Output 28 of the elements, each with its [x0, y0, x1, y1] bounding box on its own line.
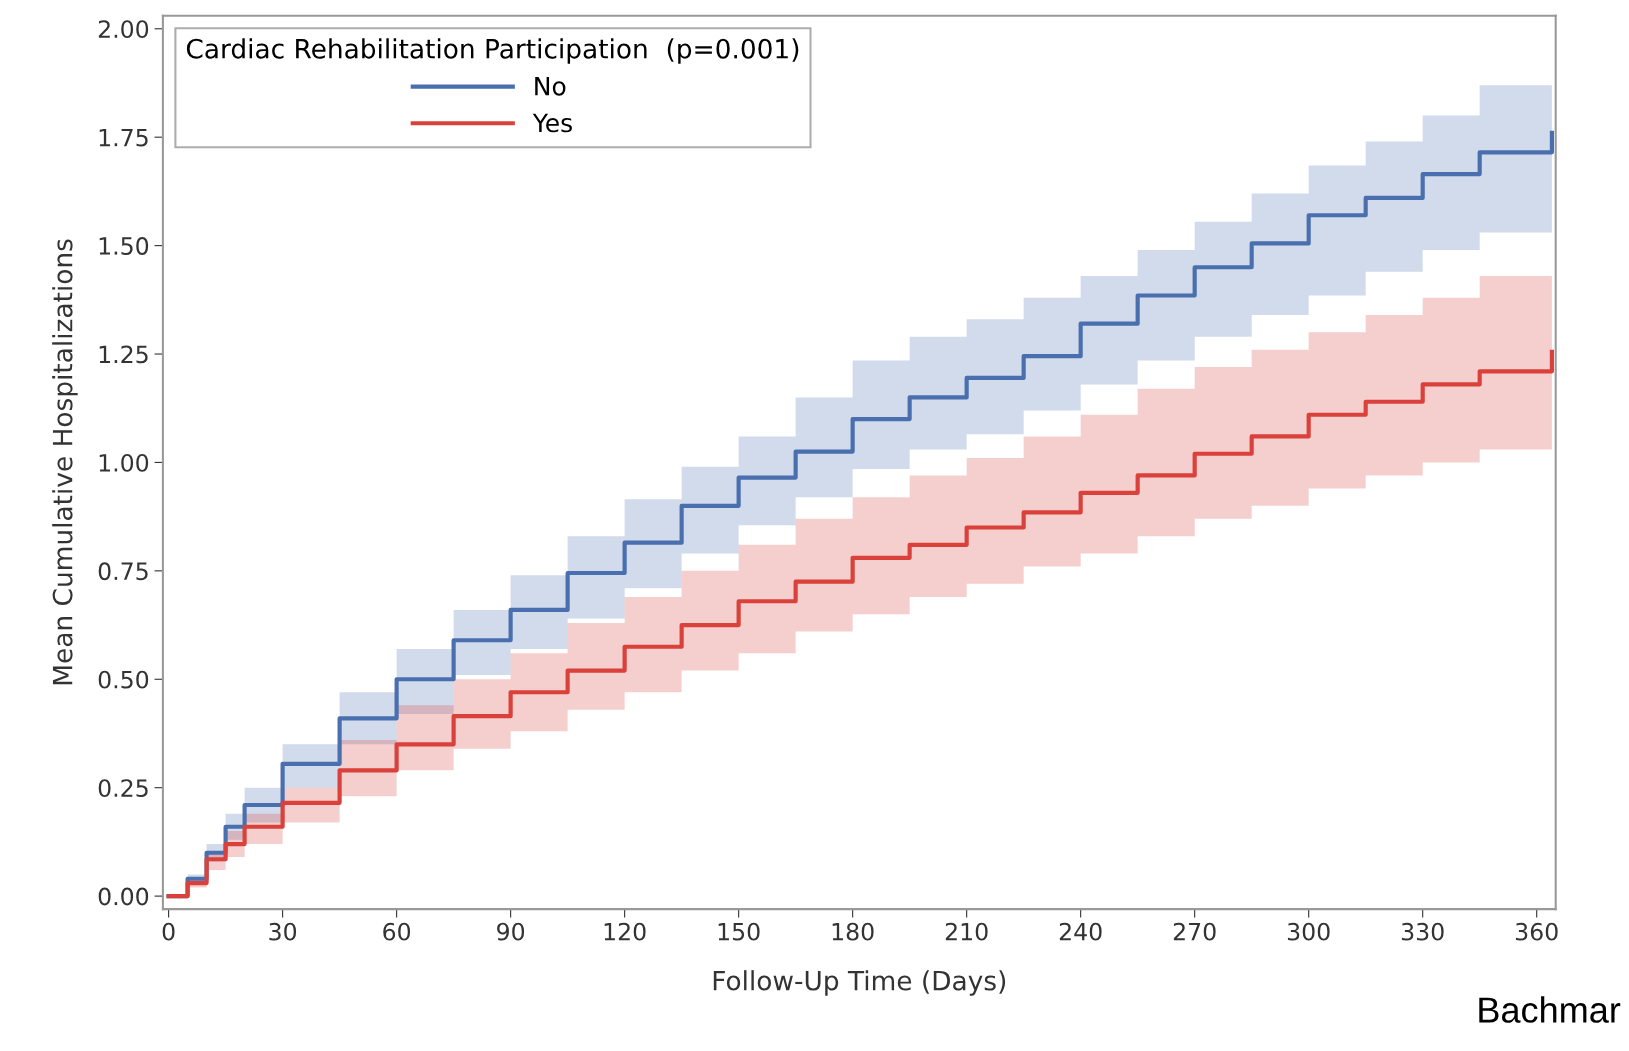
x-tick-label: 360 [1515, 922, 1558, 941]
legend-label: No [535, 77, 566, 96]
x-tick-label: 90 [497, 922, 525, 941]
y-tick-label: 1.75 [99, 128, 148, 147]
x-tick-label: 300 [1287, 922, 1330, 941]
x-tick-label: 0 [162, 922, 175, 941]
x-tick-label: 180 [832, 922, 874, 941]
x-tick-label: 60 [383, 922, 411, 941]
x-axis-title: Follow-Up Time (Days) [713, 970, 1006, 996]
x-tick-label: 30 [269, 922, 297, 941]
legend-label: Yes [532, 113, 572, 133]
y-tick-label: 2.00 [98, 20, 149, 39]
text: Bachmar [1479, 996, 1621, 1023]
x-tick-label: 270 [1173, 922, 1216, 941]
x-tick-label: 120 [604, 922, 646, 941]
y-tick-label: 1.25 [99, 345, 148, 364]
y-tick-label: 0.25 [98, 779, 148, 797]
x-tick-label: 210 [945, 922, 988, 941]
y-tick-label: 1.00 [99, 453, 149, 472]
x-tick-label: 240 [1059, 922, 1102, 941]
x-tick-label: 150 [718, 922, 760, 941]
y-tick-label: 0.75 [98, 562, 148, 581]
y-tick-label: 0.50 [98, 670, 149, 689]
x-tick-label: 330 [1401, 922, 1444, 941]
legend-title: Cardiac Rehabilitation Participation (p=0.001) [186, 38, 799, 64]
y-tick-label: 0.00 [98, 887, 149, 906]
y-tick-label: 1.50 [99, 237, 149, 255]
y-axis-title: Mean Cumulative Hospitalizations [52, 239, 78, 685]
